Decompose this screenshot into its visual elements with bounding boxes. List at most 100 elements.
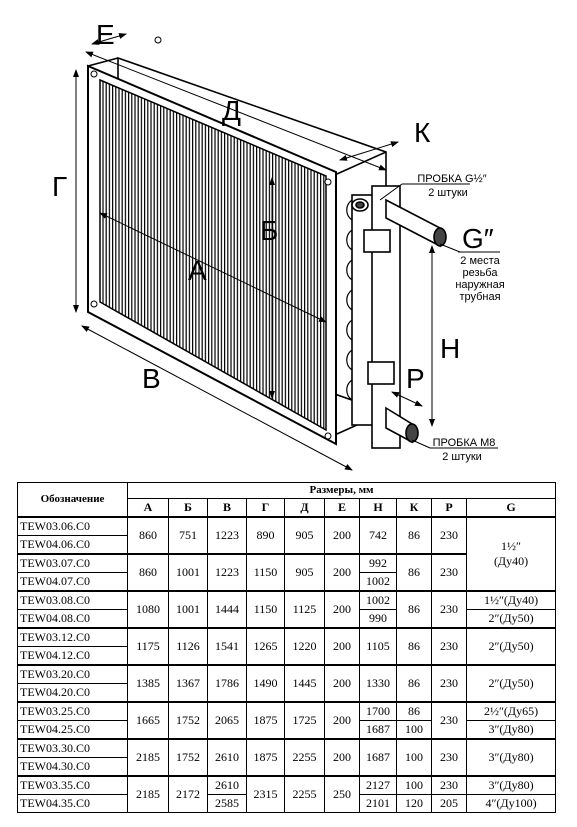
thread-note-3: наружная: [455, 279, 504, 291]
cell-v: 2610: [207, 738, 247, 777]
thread-dn: (Ду40): [493, 554, 529, 568]
table-row: TEW04.06.C0: [17, 535, 556, 555]
cell-e: 200: [324, 627, 360, 666]
cell-h: 742: [359, 516, 397, 555]
cell-e: 250: [324, 775, 360, 813]
cell-h: 1330: [359, 664, 397, 703]
notes: ПРОБКА G½″ 2 штуки 2 места резьба наружн…: [417, 173, 504, 463]
col-header: А: [127, 498, 169, 518]
cell-thread: 3″(Ду80): [465, 775, 557, 795]
plug-bottom-label: ПРОБКА М8: [433, 437, 496, 449]
cell-e: 200: [324, 590, 360, 629]
col-header: Н: [359, 498, 397, 518]
cell-thread: 4″(Ду100): [465, 794, 557, 813]
cell-b: 1001: [168, 590, 208, 629]
cell-thread: 2″(Ду50): [465, 627, 557, 666]
cell-g: 2315: [246, 775, 285, 813]
cell-g: 890: [246, 516, 285, 555]
plug-top-label: ПРОБКА G½″: [417, 173, 486, 185]
cell-k: 86: [396, 664, 432, 703]
col-header: Р: [431, 498, 467, 518]
table-row: TEW03.12.C0 1175 1126 1541 1265 1220 200…: [17, 627, 557, 666]
table-row: TEW03.35.C0 2185 2172 2610 2315 2255 250…: [17, 775, 557, 813]
label-k: К: [414, 117, 431, 148]
model-code: TEW04.12.C0: [17, 646, 128, 666]
cell-v: 2610: [207, 775, 247, 795]
label-thread: G″: [462, 223, 494, 254]
header-pipes: [346, 185, 447, 449]
table-row: TEW04.35.C0 2585 2101 120 205 4″(Ду100): [17, 794, 557, 813]
label-b: Б: [260, 215, 278, 246]
label-g: Г: [52, 171, 67, 202]
cell-k: 100: [396, 738, 432, 777]
model-code: TEW04.20.C0: [17, 683, 128, 703]
label-v: В: [142, 363, 161, 394]
cell-thread: 2″(Ду50): [465, 664, 557, 703]
model-code: TEW03.07.C0: [17, 553, 128, 573]
thread-note-2: резьба: [463, 267, 499, 279]
cell-e: 200: [324, 553, 360, 592]
cell-v: 1541: [207, 627, 247, 666]
cell-d: 1220: [284, 627, 325, 666]
cell-g: 1875: [246, 701, 285, 740]
cell-p: 230: [431, 664, 467, 703]
plug-top-count: 2 штуки: [428, 187, 468, 199]
cell-b: 1752: [168, 701, 208, 740]
cell-e: 200: [324, 738, 360, 777]
thread-note-1: 2 места: [460, 255, 500, 267]
cell-b: 1001: [168, 553, 208, 592]
cell-thread: 1½″(Ду40): [465, 516, 557, 592]
cell-k: 100: [396, 775, 432, 795]
cell-p: 230: [431, 701, 467, 740]
cell-h: 1687: [359, 720, 397, 740]
cell-h: 1002: [359, 590, 397, 610]
cell-p: 230: [431, 627, 467, 666]
cell-h: 1687: [359, 738, 397, 777]
thread-size: 1½″: [501, 539, 522, 553]
table-row: TEW04.25.C0 1687 100 3″(Ду80): [17, 720, 557, 740]
label-e: Е: [96, 19, 115, 50]
cell-v: 1444: [207, 590, 247, 629]
label-h: Н: [440, 333, 460, 364]
front-frame: [87, 36, 337, 446]
cell-k: 86: [396, 627, 432, 666]
table-row: TEW03.20.C0 1385 1367 1786 1490 1445 200…: [17, 664, 557, 703]
model-code: TEW03.25.C0: [17, 701, 128, 721]
model-code: TEW04.06.C0: [17, 535, 128, 555]
cell-k: 86: [396, 516, 432, 555]
designation-header: Обозначение: [17, 482, 128, 518]
cell-g: 1150: [246, 590, 285, 629]
model-code: TEW03.30.C0: [17, 738, 128, 758]
cell-k: 100: [396, 720, 432, 740]
plug-bottom-count: 2 штуки: [442, 451, 482, 463]
cell-thread: 3″(Ду80): [465, 738, 557, 777]
cell-e: 200: [324, 516, 360, 555]
model-code: TEW04.08.C0: [17, 609, 128, 629]
table-row: TEW04.07.C0 1002: [17, 572, 556, 592]
cell-a: 2185: [127, 738, 169, 777]
cell-k: 86: [396, 590, 432, 629]
cell-p: 230: [431, 775, 467, 795]
cell-d: 2255: [284, 775, 325, 813]
col-header: Б: [168, 498, 208, 518]
model-code: TEW04.30.C0: [17, 757, 128, 777]
cell-k: 120: [396, 794, 432, 813]
col-header: G: [465, 498, 557, 518]
cell-k: 86: [396, 553, 432, 592]
cell-e: 200: [324, 664, 360, 703]
cell-p: 205: [431, 794, 467, 813]
cell-d: 1125: [284, 590, 325, 629]
model-code: TEW03.35.C0: [17, 775, 128, 795]
cell-g: 1150: [246, 553, 285, 592]
dimension-lines: [73, 33, 500, 471]
model-code: TEW03.20.C0: [17, 664, 128, 684]
heat-exchanger-drawing: Е Д К Г Б А В Н Р G″ ПРОБКА G½″ 2 штуки …: [52, 19, 505, 471]
label-p: Р: [406, 363, 425, 394]
cell-thread: 3″(Ду80): [465, 720, 557, 740]
cell-a: 1175: [127, 627, 169, 666]
model-code: TEW03.12.C0: [17, 627, 128, 647]
table-row: TEW03.25.C0 1665 1752 2065 1875 1725 200…: [17, 701, 557, 740]
cell-v: 1223: [207, 516, 247, 555]
cell-thread: 1½″(Ду40): [465, 590, 557, 610]
model-code: TEW04.25.C0: [17, 720, 128, 740]
